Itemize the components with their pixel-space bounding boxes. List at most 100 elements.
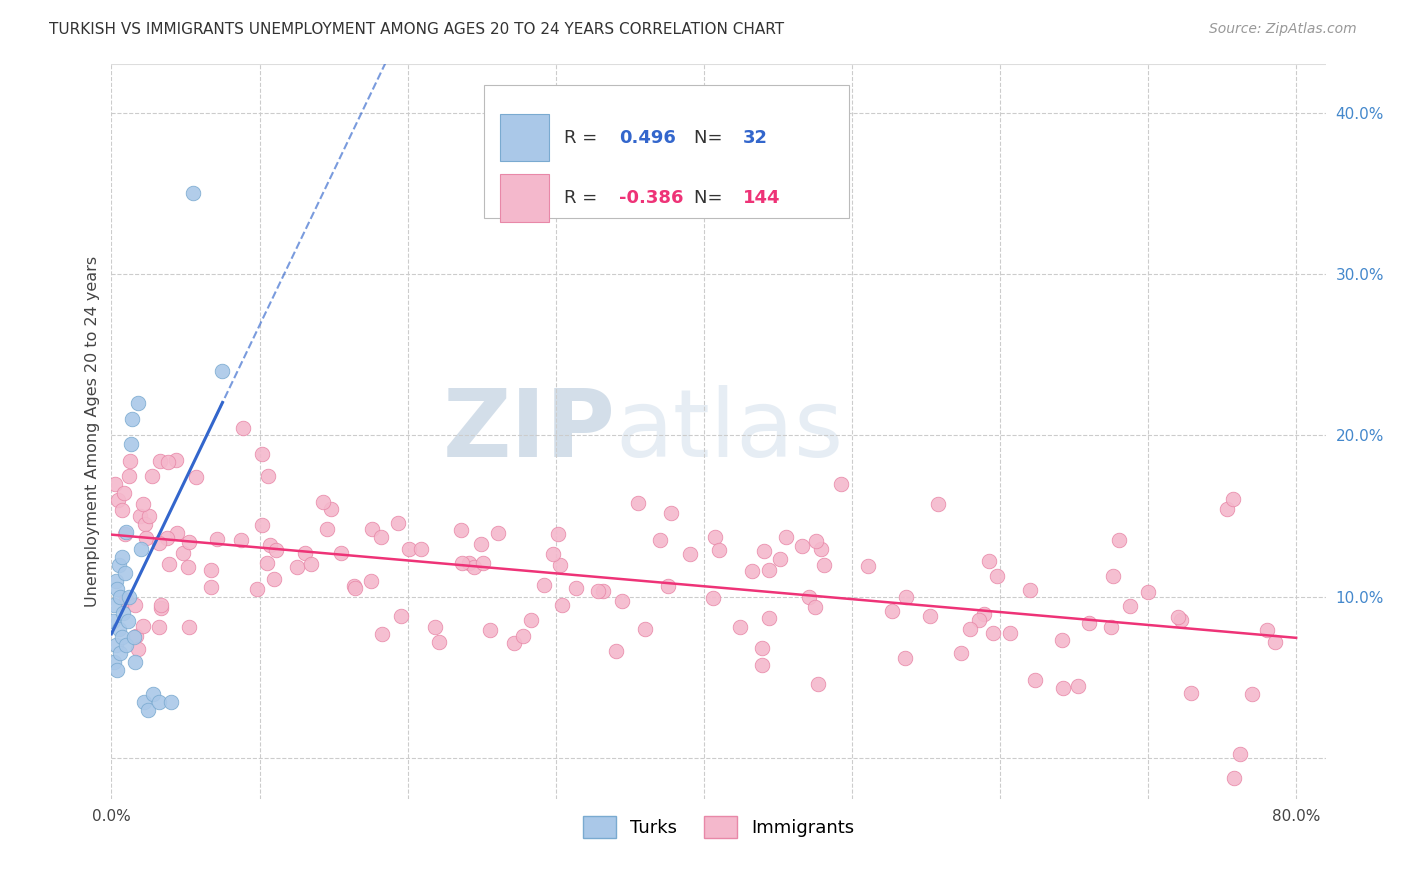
Point (177, 559, 200, 574)
Point (118, 468, 141, 483)
Point (132, 695, 155, 709)
Point (741, 564, 763, 578)
Point (427, 635, 450, 649)
Point (463, 559, 485, 574)
Point (165, 452, 187, 467)
Point (612, 594, 634, 608)
Text: N=: N= (695, 128, 728, 146)
Point (252, 447, 274, 461)
Point (551, 598, 574, 612)
Text: 0.496: 0.496 (619, 128, 676, 146)
Point (120, 454, 142, 468)
Point (486, 526, 509, 541)
Point (1223, 771, 1246, 785)
FancyBboxPatch shape (484, 85, 848, 219)
Point (124, 598, 146, 612)
Point (657, 579, 679, 593)
Point (648, 533, 671, 548)
Point (179, 620, 201, 634)
Point (138, 509, 160, 524)
Point (758, 611, 780, 625)
Point (409, 541, 432, 556)
Point (1170, 613, 1192, 627)
Text: R =: R = (564, 189, 603, 207)
Point (104, 477, 127, 491)
Point (132, 619, 155, 633)
Point (830, 477, 852, 491)
Point (371, 627, 394, 641)
Point (451, 556, 474, 570)
Point (138, 703, 160, 717)
Point (512, 630, 534, 644)
Point (702, 591, 724, 605)
Point (115, 525, 138, 540)
Point (633, 622, 655, 636)
Point (186, 470, 208, 484)
Point (110, 647, 132, 661)
Point (1024, 673, 1046, 687)
Point (1264, 634, 1286, 648)
Point (120, 436, 142, 450)
Text: 144: 144 (742, 189, 780, 207)
Point (1067, 679, 1090, 693)
Text: Source: ZipAtlas.com: Source: ZipAtlas.com (1209, 22, 1357, 37)
Point (1240, 687, 1263, 701)
Point (105, 582, 128, 596)
Point (111, 503, 134, 517)
Point (1216, 502, 1239, 516)
Point (1052, 681, 1074, 696)
Point (398, 542, 420, 557)
Point (856, 558, 879, 573)
Point (981, 626, 1004, 640)
Point (389, 609, 412, 624)
Point (101, 614, 124, 628)
Point (159, 695, 181, 709)
FancyBboxPatch shape (501, 113, 548, 161)
Point (229, 533, 252, 547)
Text: 32: 32 (742, 128, 768, 146)
Point (294, 545, 316, 559)
Point (751, 658, 773, 673)
Point (263, 572, 285, 586)
Point (1180, 686, 1202, 700)
Point (177, 534, 200, 549)
Point (121, 412, 143, 426)
Point (141, 468, 163, 483)
Point (142, 687, 165, 701)
Point (1256, 624, 1278, 638)
Point (124, 629, 146, 643)
Point (256, 556, 278, 570)
Point (458, 556, 481, 570)
Point (148, 536, 170, 550)
Point (370, 530, 392, 544)
Point (264, 543, 287, 558)
Point (803, 599, 825, 614)
Point (1119, 599, 1142, 614)
Point (548, 558, 571, 572)
Point (211, 364, 233, 378)
Text: ZIP: ZIP (443, 385, 616, 477)
Point (105, 663, 128, 677)
Point (387, 516, 409, 530)
Point (135, 532, 157, 546)
Point (1229, 747, 1251, 761)
Point (894, 651, 917, 665)
Point (129, 541, 152, 556)
Y-axis label: Unemployment Among Ages 20 to 24 years: Unemployment Among Ages 20 to 24 years (86, 256, 100, 607)
Point (1222, 491, 1244, 506)
Point (959, 622, 981, 636)
Point (986, 569, 1008, 583)
Point (626, 496, 648, 510)
Point (807, 677, 830, 691)
Text: -0.386: -0.386 (619, 189, 683, 207)
Point (703, 530, 725, 544)
Text: TURKISH VS IMMIGRANTS UNEMPLOYMENT AMONG AGES 20 TO 24 YEARS CORRELATION CHART: TURKISH VS IMMIGRANTS UNEMPLOYMENT AMONG… (49, 22, 785, 37)
Point (470, 537, 492, 551)
Point (472, 556, 495, 570)
Point (605, 644, 627, 658)
Point (360, 574, 382, 588)
Point (918, 608, 941, 623)
Point (103, 655, 125, 669)
Point (751, 640, 773, 655)
Point (1077, 615, 1099, 630)
